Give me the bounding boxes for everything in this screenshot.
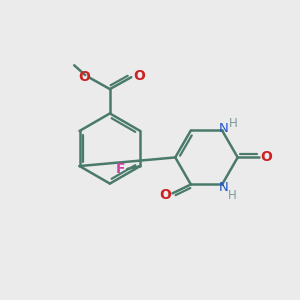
Text: N: N — [219, 122, 228, 134]
Text: F: F — [116, 162, 125, 176]
Text: O: O — [133, 69, 145, 83]
Text: O: O — [78, 70, 90, 84]
Text: O: O — [159, 188, 171, 202]
Text: H: H — [228, 189, 237, 202]
Text: H: H — [229, 117, 238, 130]
Text: O: O — [261, 150, 272, 164]
Text: N: N — [219, 181, 228, 194]
